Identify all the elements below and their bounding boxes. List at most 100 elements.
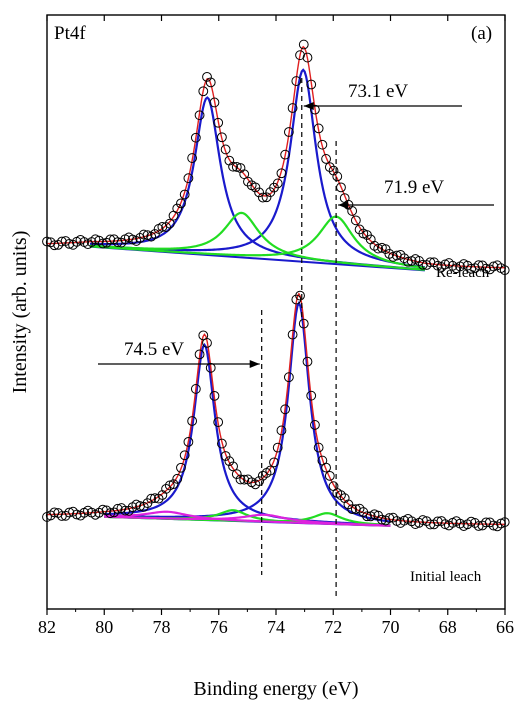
- data-point-initial-leach: [239, 474, 250, 485]
- data-point-initial-leach: [220, 451, 231, 461]
- data-point-re-leach: [488, 261, 499, 272]
- x-tick-label-66: 66: [496, 617, 514, 637]
- data-point-re-leach: [414, 256, 425, 266]
- data-point-initial-leach: [488, 520, 499, 531]
- data-point-initial-leach: [224, 456, 235, 467]
- data-point-initial-leach: [194, 349, 205, 360]
- data-point-initial-leach: [470, 518, 480, 528]
- data-point-re-leach: [220, 144, 231, 155]
- data-point-re-leach: [198, 86, 209, 97]
- data-point-re-leach: [477, 260, 488, 271]
- data-point-re-leach: [257, 192, 268, 203]
- data-point-re-leach: [295, 50, 305, 61]
- data-point-initial-leach: [231, 469, 242, 480]
- data-point-re-leach: [298, 39, 309, 50]
- annotation-layer: 73.1 eV 71.9 eV 74.5 eV Re-leach Initial…: [98, 81, 494, 585]
- data-point-re-leach: [187, 153, 198, 163]
- data-point-re-leach: [313, 123, 324, 134]
- data-point-re-leach: [310, 104, 320, 115]
- data-point-initial-leach: [213, 417, 224, 428]
- data-point-re-leach: [254, 187, 265, 198]
- element-label: Pt4f: [54, 23, 86, 44]
- annotation-73-1-ev: 73.1 eV: [348, 81, 408, 102]
- data-point-initial-leach: [179, 450, 190, 461]
- y-axis-label: Intensity (arb. units): [9, 231, 31, 394]
- data-point-initial-leach: [187, 416, 198, 426]
- data-point-re-leach: [280, 149, 291, 160]
- data-point-re-leach: [179, 189, 190, 200]
- x-tick-label-80: 80: [95, 617, 113, 637]
- data-point-re-leach: [135, 233, 145, 243]
- data-point-re-leach: [373, 243, 384, 254]
- data-point-re-leach: [164, 218, 175, 229]
- data-point-re-leach: [205, 77, 216, 88]
- data-point-re-leach: [391, 250, 402, 261]
- envelope-initial-leach: [46, 292, 506, 526]
- data-point-initial-leach: [283, 372, 294, 383]
- data-point-re-leach: [484, 264, 495, 275]
- data-point-re-leach: [68, 239, 78, 250]
- data-point-initial-leach: [287, 329, 298, 340]
- data-point-initial-leach: [228, 461, 238, 472]
- data-point-initial-leach: [60, 510, 71, 521]
- plot-layer: [42, 39, 510, 600]
- data-point-re-leach: [272, 178, 283, 189]
- data-point-re-leach: [213, 117, 224, 128]
- data-point-re-leach: [64, 238, 75, 249]
- data-point-re-leach: [462, 260, 473, 271]
- data-point-re-leach: [217, 132, 227, 143]
- data-point-initial-leach: [377, 514, 387, 525]
- data-point-re-leach: [321, 154, 331, 164]
- data-point-re-leach: [306, 79, 317, 90]
- arrow-73-1-ev-head: [303, 102, 314, 110]
- data-point-re-leach: [209, 97, 220, 108]
- component-initial-leach-73.2: [104, 300, 391, 523]
- data-point-re-leach: [250, 182, 261, 193]
- data-point-initial-leach: [146, 493, 157, 504]
- data-point-re-leach: [261, 192, 272, 203]
- data-point-initial-leach: [265, 465, 276, 476]
- data-point-re-leach: [172, 203, 183, 214]
- data-point-re-leach: [176, 198, 186, 209]
- data-point-initial-leach: [109, 507, 119, 518]
- label-initial-leach: Initial leach: [410, 569, 482, 585]
- x-axis-ticks: 82 80 78 76 74 72 70 68 66: [38, 15, 514, 637]
- data-point-initial-leach: [254, 476, 265, 487]
- data-point-initial-leach: [347, 504, 358, 515]
- data-point-re-leach: [138, 229, 149, 240]
- data-point-re-leach: [481, 263, 492, 274]
- data-point-re-leach: [183, 173, 194, 184]
- component-re-leach-75.2: [89, 211, 425, 271]
- data-point-re-leach: [399, 253, 410, 264]
- data-point-initial-leach: [168, 479, 179, 490]
- data-point-re-leach: [395, 249, 406, 260]
- data-point-re-leach: [403, 256, 413, 267]
- data-point-initial-leach: [64, 507, 75, 518]
- data-point-re-leach: [190, 132, 201, 143]
- data-point-initial-leach: [280, 404, 291, 415]
- data-point-re-leach: [332, 171, 343, 182]
- data-point-re-leach: [347, 206, 358, 216]
- data-point-initial-leach: [183, 436, 194, 447]
- data-point-initial-leach: [209, 390, 220, 401]
- data-point-re-leach: [276, 168, 287, 179]
- data-point-re-leach: [287, 103, 298, 113]
- data-point-re-leach: [131, 236, 142, 246]
- data-point-initial-leach: [354, 503, 365, 514]
- data-point-initial-leach: [105, 508, 116, 519]
- data-point-re-leach: [291, 76, 302, 86]
- x-tick-label-82: 82: [38, 617, 56, 637]
- data-point-initial-leach: [321, 462, 331, 473]
- data-point-initial-leach: [202, 338, 212, 348]
- data-point-initial-leach: [484, 517, 495, 528]
- data-point-re-leach: [97, 238, 108, 249]
- data-point-initial-leach: [324, 470, 335, 481]
- data-point-initial-leach: [75, 510, 86, 521]
- x-tick-label-68: 68: [439, 617, 457, 637]
- label-re-leach: Re-leach: [436, 265, 490, 281]
- data-point-initial-leach: [176, 462, 186, 473]
- data-point-re-leach: [417, 259, 428, 270]
- data-point-re-leach: [324, 162, 335, 173]
- panel-label: (a): [471, 23, 492, 44]
- data-point-re-leach: [317, 139, 328, 150]
